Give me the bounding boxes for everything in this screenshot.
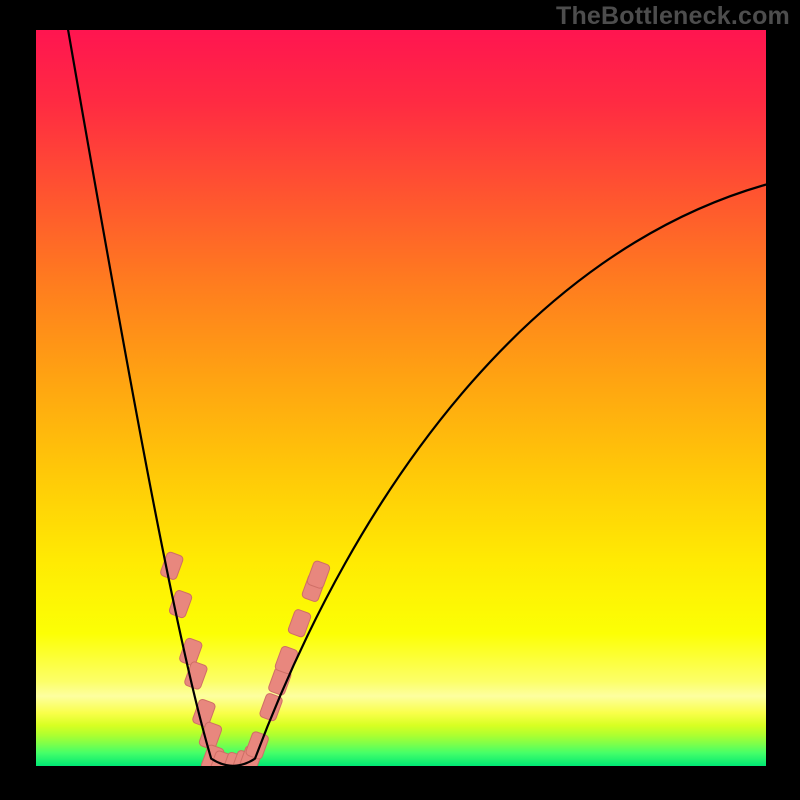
gradient-background [36, 30, 766, 766]
chart-svg [36, 30, 766, 766]
chart-frame: TheBottleneck.com [0, 0, 800, 800]
plot-area [36, 30, 766, 766]
watermark-text: TheBottleneck.com [556, 2, 790, 31]
